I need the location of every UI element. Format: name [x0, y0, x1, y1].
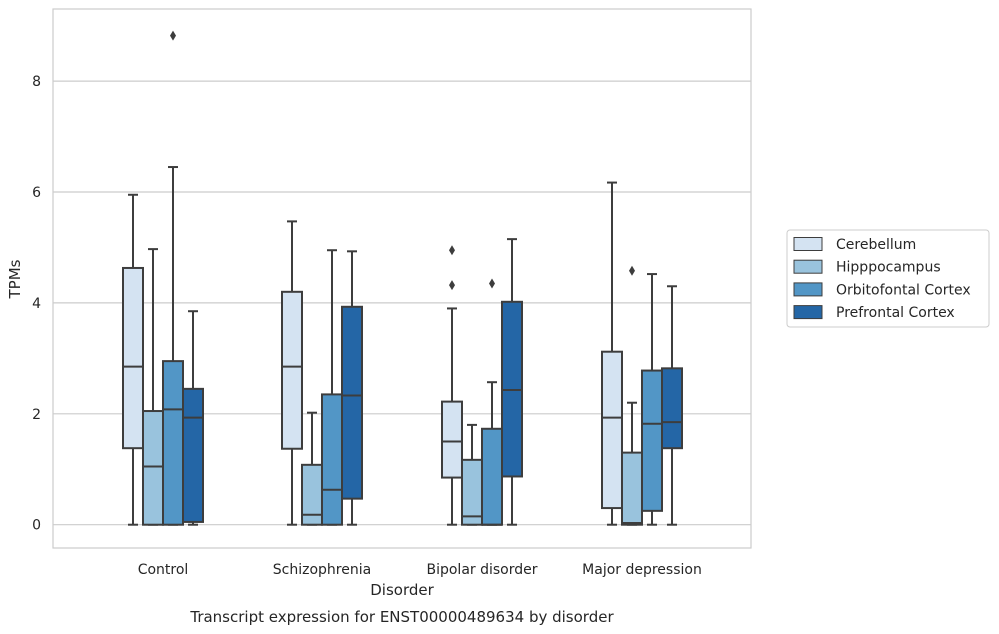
x-axis-ticks: Control Schizophrenia Bipolar disorder Majo… — [138, 562, 702, 578]
outlier-point — [629, 265, 635, 276]
box — [142, 410, 164, 526]
plot-frame — [52, 8, 752, 549]
legend-swatch — [793, 282, 823, 297]
box — [461, 458, 483, 526]
box — [641, 369, 663, 512]
series-3 — [182, 238, 683, 526]
y-tick-label: 0 — [32, 518, 41, 534]
y-axis-title: TPMs — [6, 259, 24, 299]
legend-label: Prefrontal Cortex — [836, 305, 955, 321]
box — [321, 393, 343, 526]
legend-label: Orbitofontal Cortex — [836, 282, 971, 298]
series-1 — [142, 248, 643, 526]
outlier-point — [489, 278, 495, 289]
x-tick-label: Control — [138, 562, 189, 578]
y-tick-label: 6 — [32, 185, 41, 201]
legend-label: Hipppocampus — [836, 260, 941, 276]
figure-caption: Transcript expression for ENST0000048963… — [189, 608, 614, 626]
box — [162, 360, 184, 526]
outlier-point — [449, 245, 455, 256]
legend-swatch — [793, 259, 823, 274]
legend-swatch — [793, 237, 823, 251]
outlier-point — [170, 30, 176, 41]
box — [182, 387, 204, 523]
y-tick-label: 4 — [32, 296, 41, 312]
box — [441, 400, 463, 479]
box — [621, 451, 643, 526]
box — [122, 266, 144, 450]
box — [281, 290, 303, 450]
legend-frame — [786, 229, 990, 328]
y-tick-label: 8 — [32, 74, 41, 90]
outlier-point — [449, 280, 455, 291]
x-axis-title: Disorder — [370, 581, 434, 599]
legend: Cerebellum Hipppocampus Orbitofontal Corte… — [786, 229, 990, 328]
y-axis-ticks: 0 2 4 6 8 — [32, 74, 41, 534]
box — [341, 305, 363, 500]
box — [481, 427, 503, 526]
box-series — [122, 30, 683, 526]
x-tick-label: Major depression — [582, 562, 702, 578]
x-tick-label: Bipolar disorder — [426, 562, 537, 578]
series-0 — [122, 181, 623, 526]
legend-swatch — [793, 305, 823, 320]
box — [661, 367, 683, 450]
box — [601, 350, 623, 510]
y-tick-label: 2 — [32, 407, 41, 423]
x-tick-label: Schizophrenia — [273, 562, 371, 578]
series-2 — [162, 30, 663, 526]
legend-label: Cerebellum — [836, 237, 916, 253]
